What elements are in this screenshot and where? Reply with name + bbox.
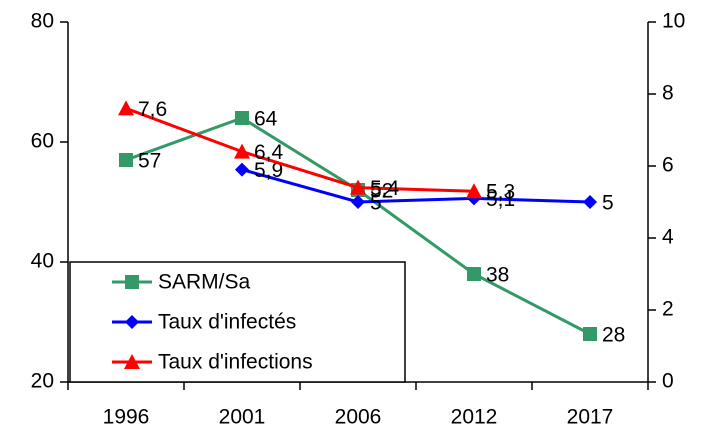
- x-tick-label: 2006: [335, 406, 382, 429]
- legend-label: Taux d'infectés: [158, 311, 296, 334]
- y-tick-label: 80: [31, 10, 54, 33]
- data-label: 7,6: [138, 98, 167, 121]
- data-point: [118, 100, 134, 116]
- legend-marker: [125, 275, 139, 289]
- data-point: [350, 179, 366, 195]
- x-tick-label: 2001: [219, 406, 266, 429]
- data-label: 5: [370, 192, 382, 215]
- data-label: 52: [370, 180, 393, 203]
- data-point: [234, 143, 250, 159]
- data-label: 5,1: [486, 188, 515, 211]
- data-point: [119, 153, 133, 167]
- data-point: [583, 327, 597, 341]
- data-point: [467, 267, 481, 281]
- data-label: 5,4: [370, 177, 400, 200]
- y2-tick-label: 8: [662, 82, 674, 105]
- series-line: [241, 168, 591, 204]
- data-point: [583, 195, 597, 209]
- data-label: 64: [254, 108, 278, 131]
- y-tick-label: 60: [31, 130, 54, 153]
- y2-tick-label: 0: [662, 370, 674, 393]
- y-tick-label: 40: [31, 250, 54, 273]
- data-point: [235, 162, 249, 177]
- data-label: 57: [138, 150, 161, 173]
- series-line: [125, 106, 475, 193]
- y2-tick-label: 2: [662, 298, 674, 321]
- legend-label: SARM/Sa: [158, 271, 251, 294]
- x-tick-label: 1996: [103, 406, 150, 429]
- x-tick-label: 2012: [451, 406, 498, 429]
- y2-tick-label: 6: [662, 154, 674, 177]
- x-tick-label: 2017: [567, 406, 614, 429]
- data-point: [351, 195, 365, 209]
- legend-label: Taux d'infections: [158, 351, 313, 374]
- data-label: 5: [602, 192, 614, 215]
- data-point: [235, 111, 249, 125]
- y2-tick-label: 4: [662, 226, 674, 249]
- data-label: 5,9: [254, 159, 283, 182]
- data-label: 6,4: [254, 141, 284, 164]
- data-point: [466, 183, 482, 199]
- data-label: 28: [602, 324, 625, 347]
- data-label: 5,3: [486, 181, 515, 204]
- data-label: 38: [486, 264, 509, 287]
- legend-marker: [124, 354, 140, 369]
- y2-tick-label: 10: [662, 10, 685, 33]
- legend-marker: [125, 315, 139, 329]
- y-tick-label: 20: [31, 370, 54, 393]
